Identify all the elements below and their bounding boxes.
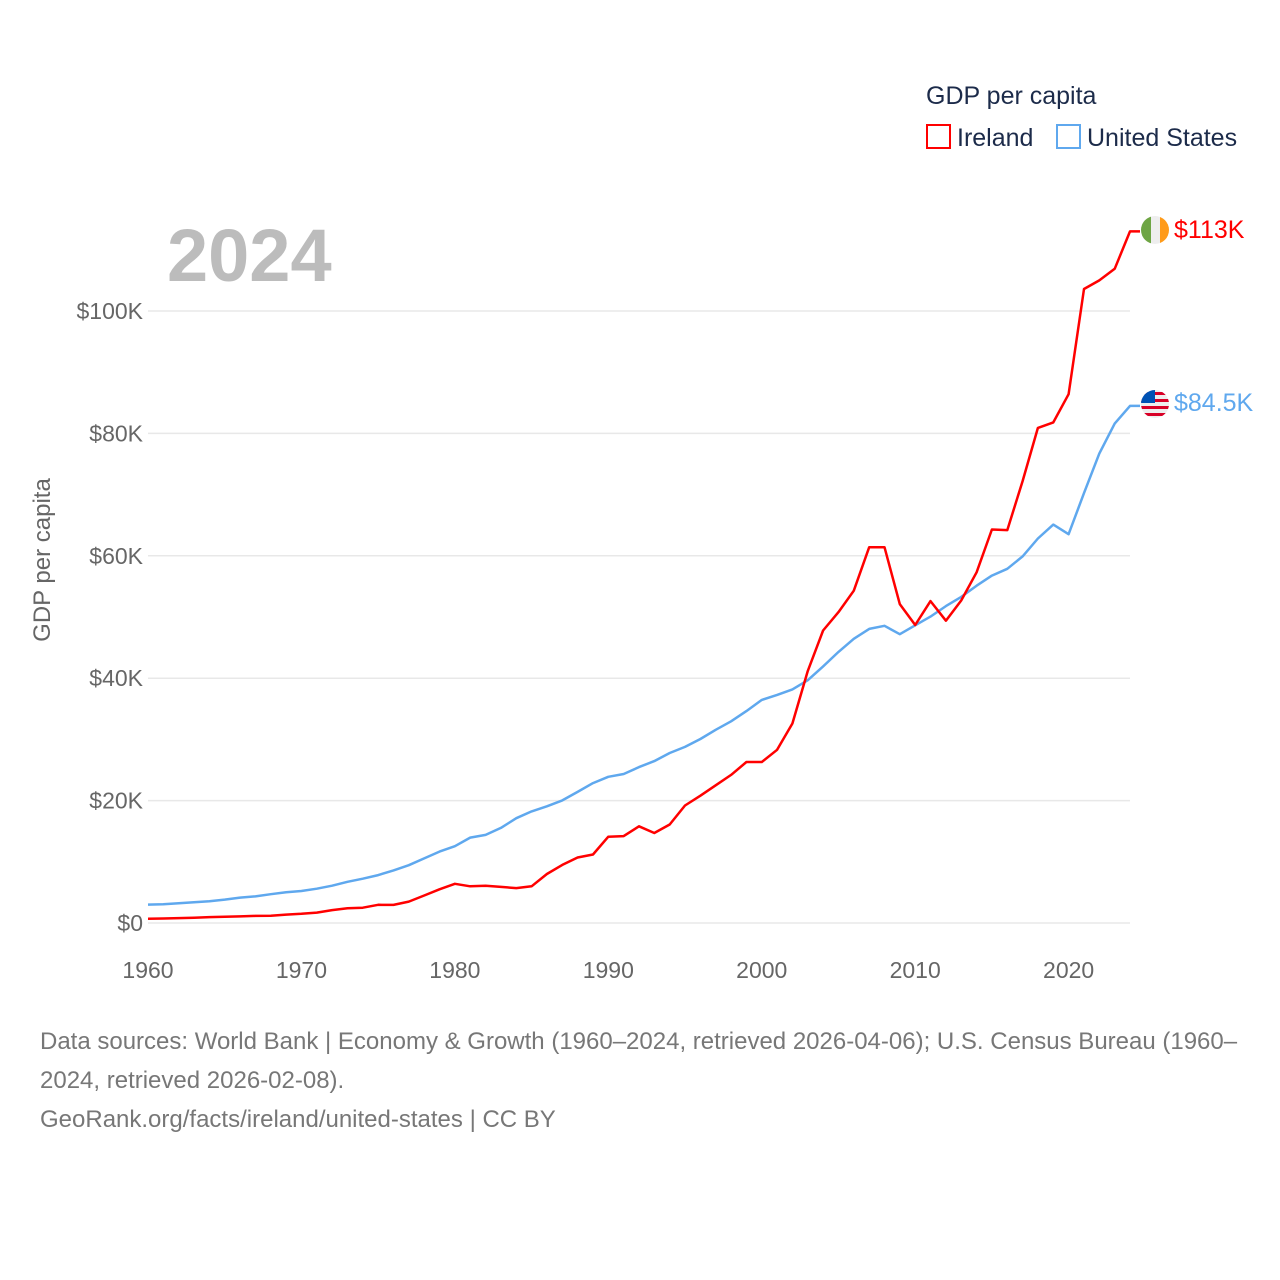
united-states-flag-icon [1141,390,1169,418]
legend-item-united-states[interactable]: United States [1056,124,1237,152]
ireland-flag-icon [1141,216,1169,244]
x-tick-label: 2000 [736,957,787,983]
end-label-united-states: $84.5K [1174,389,1254,417]
data-sources: Data sources: World Bank | Economy & Gro… [40,1028,1238,1094]
x-tick-label: 2010 [890,957,941,983]
end-label-ireland: $113K [1174,216,1245,244]
legend-label-ireland: Ireland [957,124,1033,152]
series-line-ireland [147,230,1140,921]
credit-link[interactable]: GeoRank.org/facts/ireland/united-states … [40,1106,556,1133]
y-tick-label: $80K [89,420,143,446]
x-tick-label: 1960 [122,957,173,983]
y-axis-ticks: $0 $20K $40K $60K $80K $100K [76,298,143,936]
y-tick-label: $60K [89,543,143,569]
y-tick-label: $0 [117,910,143,936]
legend-item-ireland[interactable]: Ireland [926,124,1033,152]
year-label: 2024 [167,214,332,297]
series-lines [147,230,1140,921]
legend-title: GDP per capita [926,82,1097,110]
gridlines [148,310,1130,924]
y-tick-label: $40K [89,665,143,691]
y-tick-label: $100K [76,298,143,324]
y-tick-label: $20K [89,788,143,814]
chart-footer: Data sources: World Bank | Economy & Gro… [40,1022,1250,1139]
x-tick-label: 1990 [583,957,634,983]
y-axis-label: GDP per capita [29,478,56,642]
x-tick-label: 1980 [429,957,480,983]
x-axis-ticks: 1960 1970 1980 1990 2000 2010 2020 [122,957,1094,983]
legend-swatch-ireland [926,124,951,149]
legend-label-united-states: United States [1087,124,1237,152]
series-line-united-states [147,404,1140,906]
legend-swatch-united-states [1056,124,1081,149]
x-tick-label: 1970 [276,957,327,983]
x-tick-label: 2020 [1043,957,1094,983]
